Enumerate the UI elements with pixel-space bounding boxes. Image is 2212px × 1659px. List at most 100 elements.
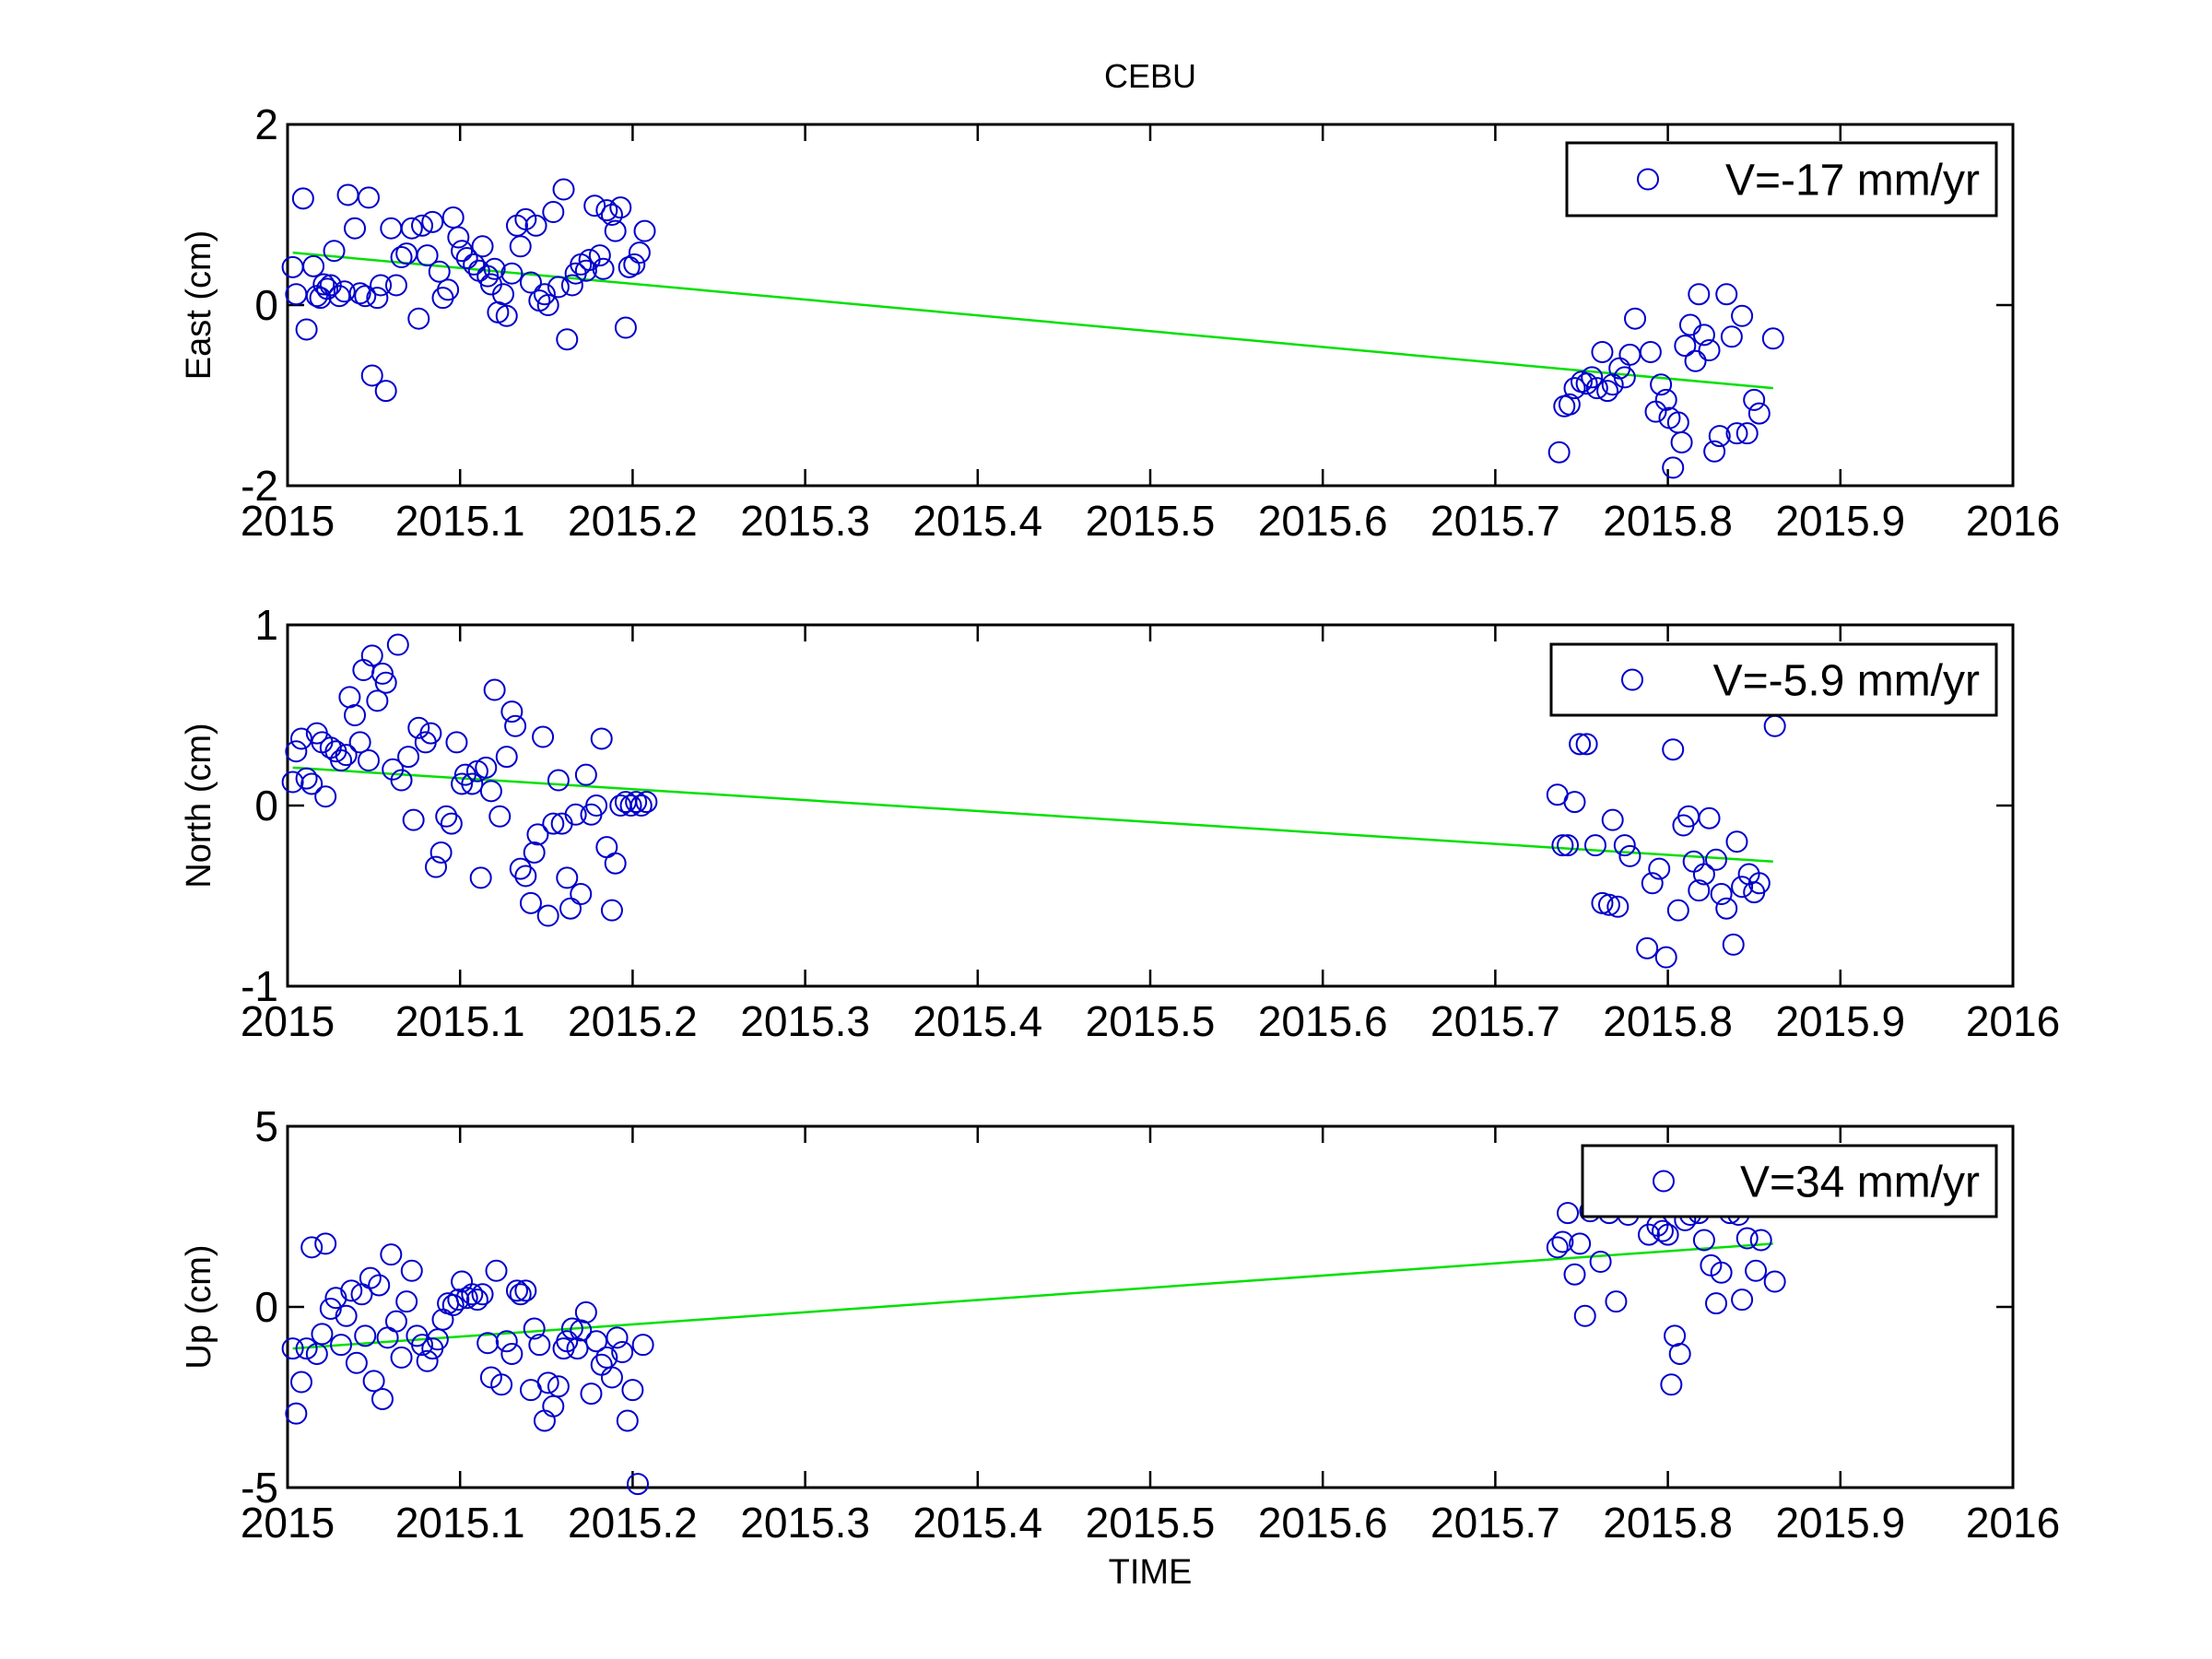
data-point — [1708, 425, 1731, 448]
data-point — [302, 254, 325, 277]
data-point — [528, 1334, 551, 1357]
data-point — [451, 240, 474, 263]
data-point — [1605, 1290, 1628, 1313]
legend-box — [1581, 1144, 1998, 1218]
data-point — [374, 671, 397, 694]
data-point — [1692, 324, 1715, 347]
data-point — [1715, 897, 1738, 920]
data-point — [424, 855, 447, 878]
data-point — [495, 304, 518, 327]
data-point — [1662, 456, 1685, 479]
data-point — [1563, 791, 1586, 814]
data-point — [1703, 440, 1726, 463]
data-point — [335, 744, 358, 767]
data-point — [556, 866, 579, 889]
data-point — [556, 328, 579, 351]
data-point — [390, 1346, 413, 1369]
data-point — [536, 904, 559, 927]
data-point — [616, 1409, 639, 1432]
data-point — [1761, 327, 1784, 350]
data-point — [354, 285, 377, 308]
panel-east: 2015 2015.1 2015.2 2015.3 2015.4 2015.5 2015.6… — [180, 100, 2060, 545]
data-point — [1684, 349, 1707, 372]
data-point — [429, 841, 453, 864]
data-point — [1747, 872, 1771, 895]
data-point — [552, 178, 575, 201]
data-point — [559, 897, 582, 920]
data-point — [1557, 834, 1580, 857]
x-tick-label: 2016 — [1966, 497, 2060, 545]
data-point — [431, 1308, 454, 1331]
y-tick-label: 0 — [254, 782, 278, 830]
x-tick-label: 2015.2 — [568, 497, 698, 545]
data-point — [1589, 1251, 1612, 1273]
data-point — [371, 662, 394, 685]
data-point — [441, 1294, 465, 1317]
data-point — [1743, 388, 1766, 411]
data-point — [583, 194, 606, 218]
data-point — [590, 727, 613, 750]
data-point — [447, 1288, 470, 1312]
data-point — [600, 899, 623, 922]
data-point — [330, 749, 353, 771]
data-point — [295, 767, 318, 790]
data-point — [471, 235, 494, 258]
data-point — [1735, 422, 1759, 445]
x-tick-label: 2016 — [1966, 997, 2060, 1045]
data-point — [585, 794, 608, 817]
x-tick-label: 2015.1 — [395, 997, 525, 1045]
data-point — [316, 277, 339, 300]
data-point — [488, 805, 512, 828]
y-tick-label: -2 — [241, 462, 278, 510]
data-point — [1725, 422, 1748, 445]
data-point — [1720, 325, 1743, 348]
data-point — [1749, 1229, 1772, 1252]
data-point — [360, 364, 383, 387]
x-tick-label: 2015.3 — [740, 997, 870, 1045]
data-point — [435, 805, 458, 828]
data-point — [500, 700, 524, 724]
data-point — [479, 780, 502, 803]
data-point — [354, 1324, 377, 1347]
data-point — [533, 283, 556, 306]
data-point — [635, 791, 658, 814]
data-point — [1725, 830, 1748, 853]
data-point — [1654, 946, 1677, 969]
data-point — [397, 746, 420, 769]
data-point — [631, 1334, 654, 1357]
data-point — [1692, 1229, 1715, 1252]
data-point — [588, 244, 611, 267]
data-point — [483, 257, 506, 280]
data-point — [285, 1402, 308, 1425]
data-point — [1710, 883, 1733, 906]
data-point — [1551, 834, 1574, 857]
data-point — [1547, 441, 1571, 464]
x-tick-label: 2015.7 — [1430, 497, 1560, 545]
data-point — [291, 187, 314, 210]
data-point — [1656, 1223, 1679, 1246]
x-tick-label: 2015.5 — [1086, 997, 1216, 1045]
data-point — [461, 772, 484, 795]
data-point — [333, 280, 356, 303]
data-point — [1636, 936, 1659, 959]
data-point — [295, 318, 318, 341]
data-point — [1654, 388, 1677, 411]
data-point — [1731, 876, 1754, 899]
data-point — [618, 255, 641, 278]
data-point — [348, 731, 371, 754]
data-point — [384, 1310, 407, 1333]
data-point — [395, 1290, 418, 1313]
data-point — [428, 260, 451, 283]
data-point — [1674, 335, 1697, 358]
legend-marker — [1653, 1170, 1675, 1193]
y-axis-label: North (cm) — [180, 723, 218, 888]
data-point — [330, 1334, 353, 1357]
legend-marker — [1621, 668, 1643, 691]
data-point — [455, 1287, 478, 1310]
data-point — [469, 866, 492, 889]
data-point — [628, 241, 651, 265]
data-point — [1705, 848, 1728, 871]
figure-title: CEBU — [1104, 57, 1196, 95]
data-point — [421, 210, 444, 233]
data-point — [300, 772, 324, 795]
